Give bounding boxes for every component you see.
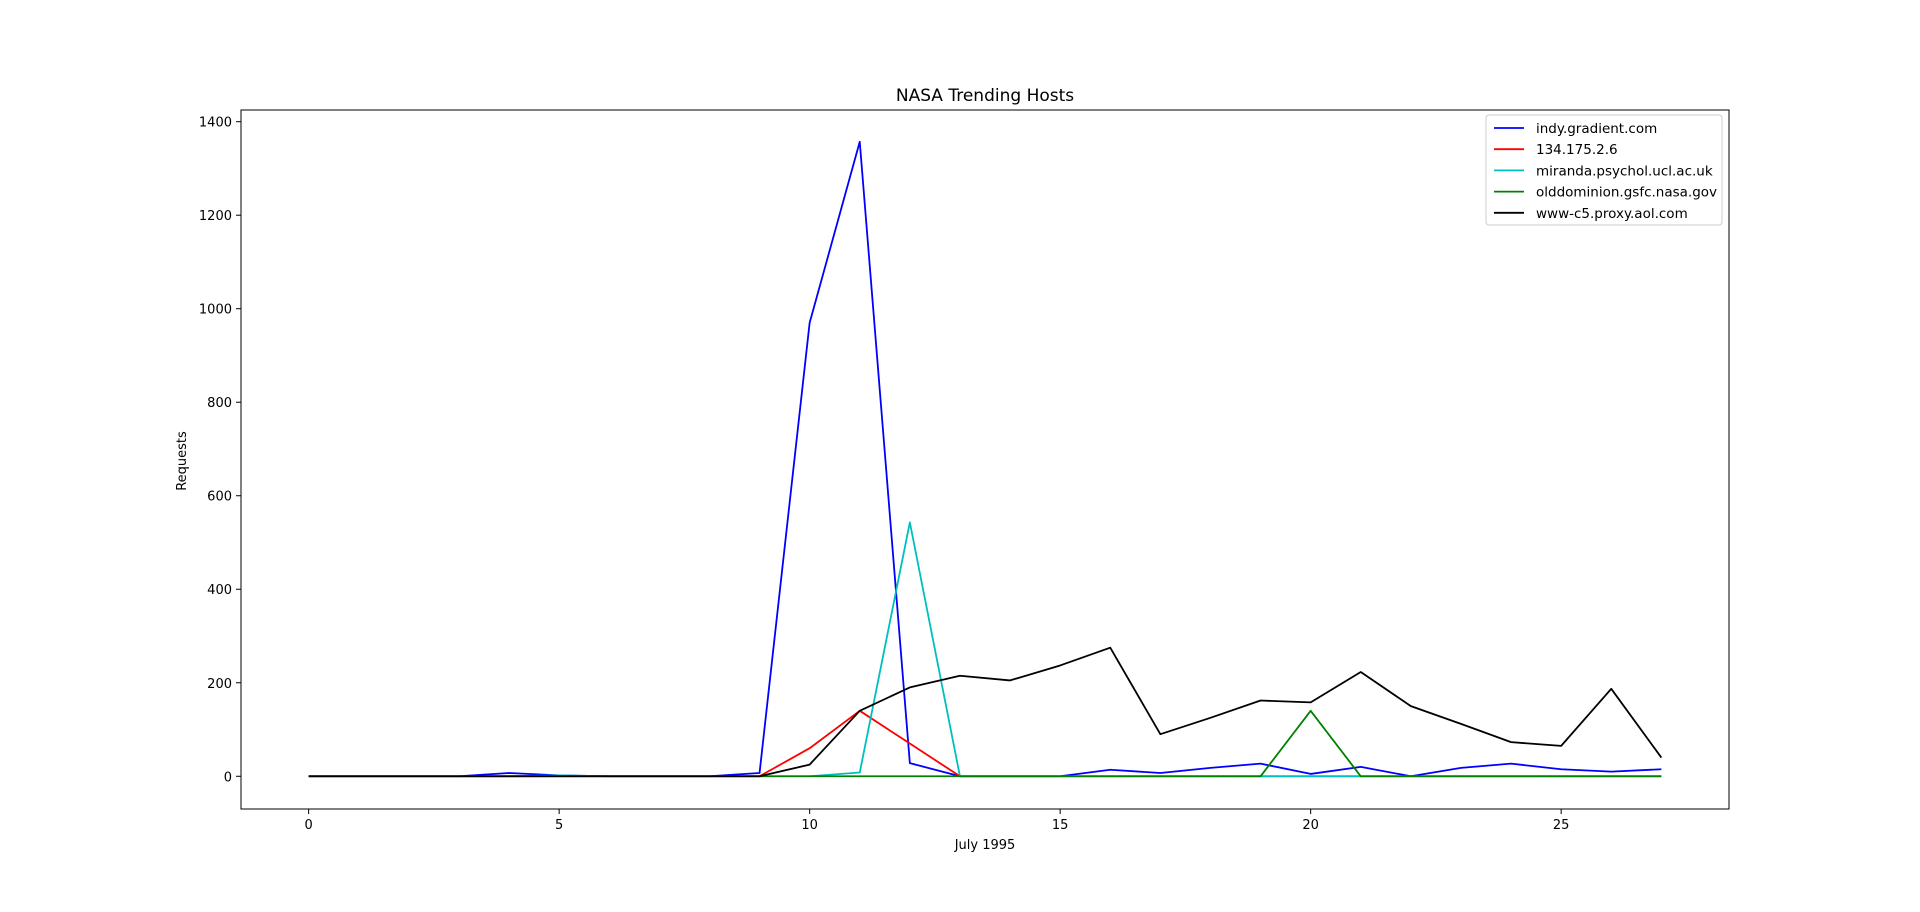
x-axis-label: July 1995 — [954, 838, 1016, 853]
y-tick-label-200: 200 — [207, 677, 232, 692]
series-www-c5-proxy-aol-com — [309, 648, 1662, 777]
legend-label-olddominion-gsfc-nasa-gov: olddominion.gsfc.nasa.gov — [1536, 185, 1717, 201]
legend-label-indy-gradient-com: indy.gradient.com — [1536, 121, 1657, 137]
series-line-olddominion-gsfc-nasa-gov — [309, 711, 1662, 776]
x-tick-label-10: 10 — [801, 818, 818, 833]
series-line-miranda-psychol-ucl-ac-uk — [309, 522, 1662, 776]
legend-label-www-c5-proxy-aol-com: www-c5.proxy.aol.com — [1536, 206, 1688, 222]
y-axis: 0 200 400 600 800 1000 1200 1400 — [199, 116, 241, 786]
chart-title: NASA Trending Hosts — [896, 86, 1074, 106]
legend-label-miranda-psychol-ucl-ac-uk: miranda.psychol.ucl.ac.uk — [1536, 163, 1713, 179]
y-axis-label: Requests — [175, 431, 190, 491]
y-tick-label-1000: 1000 — [199, 303, 232, 318]
series-134-175-2-6 — [309, 711, 1662, 776]
x-tick-label-25: 25 — [1553, 818, 1570, 833]
x-tick-label-15: 15 — [1052, 818, 1069, 833]
series-indy-gradient-com — [309, 142, 1662, 776]
legend-label-134-175-2-6: 134.175.2.6 — [1536, 142, 1618, 158]
y-tick-label-0: 0 — [224, 770, 232, 785]
series-line-www-c5-proxy-aol-com — [309, 648, 1662, 777]
series-olddominion-gsfc-nasa-gov — [309, 711, 1662, 776]
series-line-indy-gradient-com — [309, 142, 1662, 776]
y-tick-label-400: 400 — [207, 583, 232, 598]
y-tick-label-1200: 1200 — [199, 209, 232, 224]
x-tick-label-0: 0 — [304, 818, 312, 833]
legend: indy.gradient.com 134.175.2.6 miranda.psyc… — [1486, 115, 1722, 225]
y-tick-label-1400: 1400 — [199, 116, 232, 131]
series-layer — [309, 142, 1662, 776]
series-line-134-175-2-6 — [309, 711, 1662, 776]
y-tick-label-800: 800 — [207, 396, 232, 411]
y-tick-label-600: 600 — [207, 490, 232, 505]
x-tick-label-5: 5 — [555, 818, 563, 833]
series-miranda-psychol-ucl-ac-uk — [309, 522, 1662, 776]
x-tick-label-20: 20 — [1302, 818, 1319, 833]
x-axis: 0 5 10 15 20 25 — [304, 809, 1569, 833]
